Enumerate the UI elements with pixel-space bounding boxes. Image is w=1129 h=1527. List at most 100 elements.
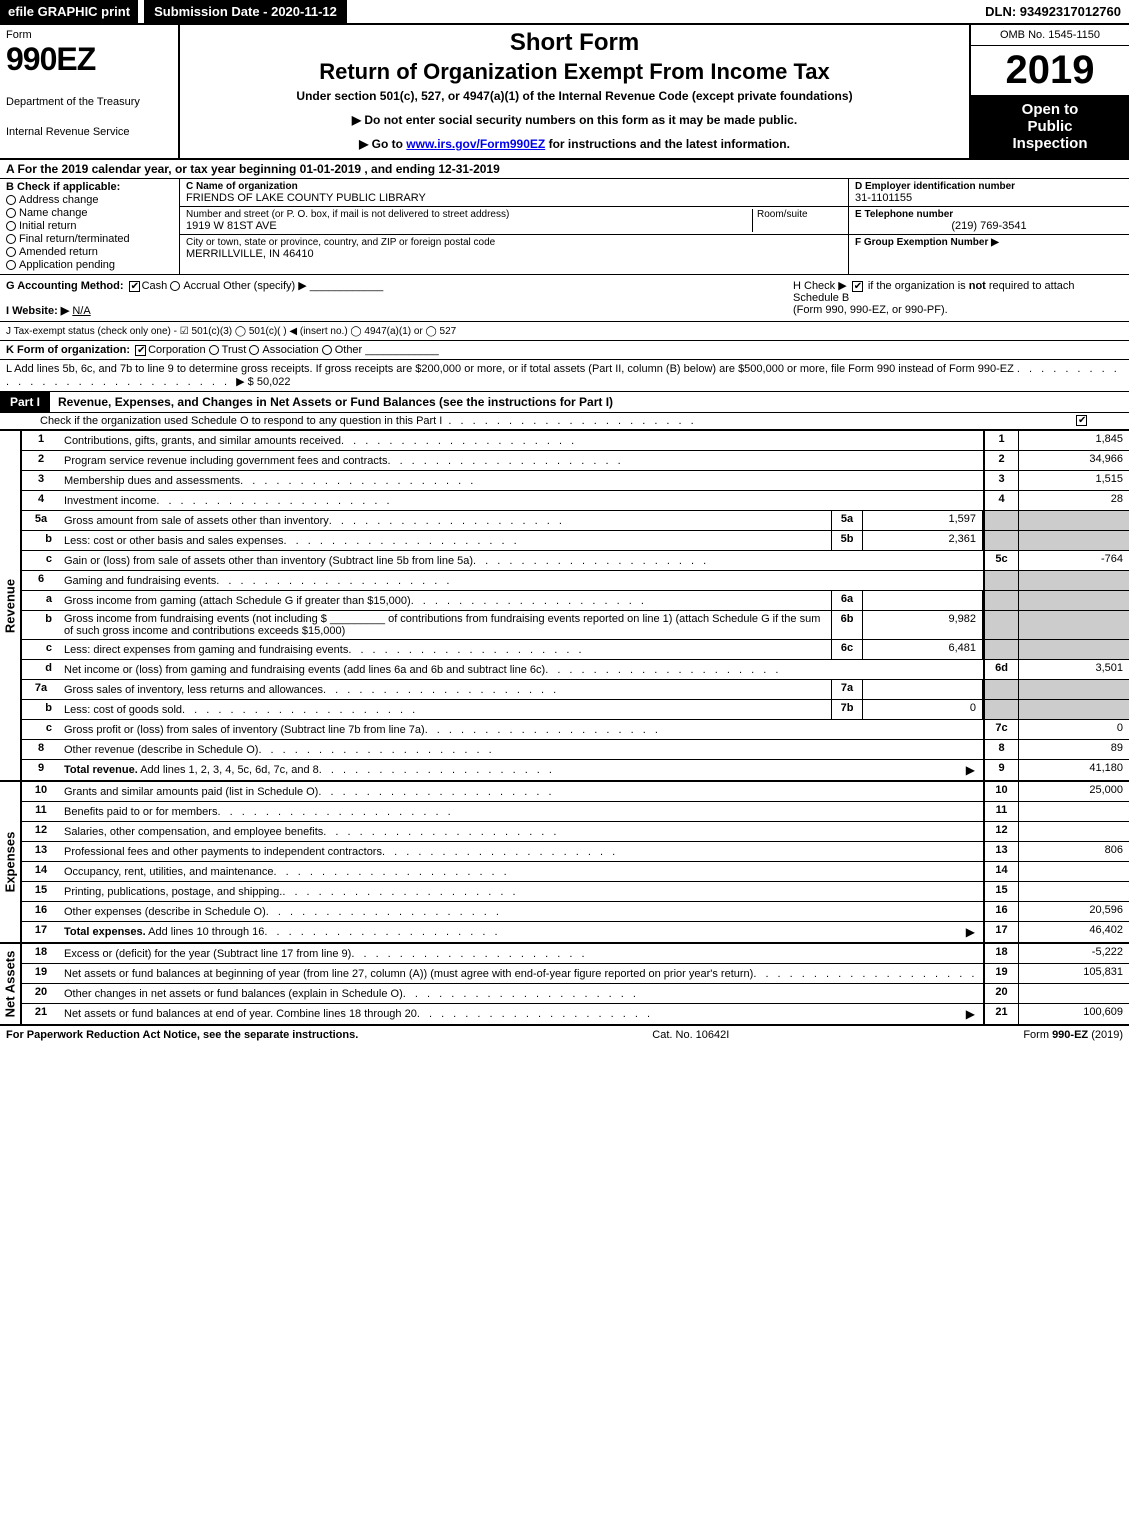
line-desc: Other revenue (describe in Schedule O) .… [60, 740, 983, 759]
submission-date: Submission Date - 2020-11-12 [144, 0, 347, 23]
g-h-row: G Accounting Method: Cash Accrual Other … [0, 275, 1129, 322]
right-line-value: 20,596 [1019, 902, 1129, 921]
open-line1: Open to [975, 101, 1125, 118]
line-number: d [22, 660, 60, 679]
right-line-number [983, 531, 1019, 550]
line-desc: Gross sales of inventory, less returns a… [60, 680, 831, 699]
netassets-section: Net Assets 18Excess or (deficit) for the… [0, 944, 1129, 1026]
box-c: C Name of organization FRIENDS OF LAKE C… [180, 179, 849, 274]
line-number: 12 [22, 822, 60, 841]
mid-line-value: 1,597 [863, 511, 983, 530]
footer-center: Cat. No. 10642I [358, 1029, 1023, 1041]
right-line-number: 1 [983, 431, 1019, 450]
period-row: A For the 2019 calendar year, or tax yea… [0, 160, 1129, 179]
line-row: 12Salaries, other compensation, and empl… [22, 822, 1129, 842]
revenue-section: Revenue 1Contributions, gifts, grants, a… [0, 431, 1129, 782]
instr-goto-prefix: ▶ Go to [359, 137, 406, 151]
chk-app-pending[interactable]: Application pending [6, 259, 173, 271]
line-desc: Less: direct expenses from gaming and fu… [60, 640, 831, 659]
form-number: 990EZ [6, 41, 172, 78]
right-line-value: 41,180 [1019, 760, 1129, 780]
right-line-value [1019, 984, 1129, 1003]
line-desc: Contributions, gifts, grants, and simila… [60, 431, 983, 450]
irs-link[interactable]: www.irs.gov/Form990EZ [406, 137, 545, 151]
chk-h[interactable] [852, 281, 863, 292]
line-number: 7a [22, 680, 60, 699]
k-row: K Form of organization: Corporation Trus… [0, 341, 1129, 360]
right-line-value [1019, 700, 1129, 719]
line-number: b [22, 531, 60, 550]
right-line-number: 20 [983, 984, 1019, 1003]
line-row: 16Other expenses (describe in Schedule O… [22, 902, 1129, 922]
org-city-label: City or town, state or province, country… [186, 237, 842, 248]
mid-line-number: 5a [831, 511, 863, 530]
line-number: 13 [22, 842, 60, 861]
line-number: 17 [22, 922, 60, 942]
chk-cash[interactable] [129, 281, 140, 292]
chk-name-change[interactable]: Name change [6, 207, 173, 219]
mid-line-value: 0 [863, 700, 983, 719]
chk-trust[interactable] [209, 345, 219, 355]
right-line-value [1019, 640, 1129, 659]
right-line-value: 3,501 [1019, 660, 1129, 679]
line-row: 6Gaming and fundraising events . . . . .… [22, 571, 1129, 591]
line-number: 6 [22, 571, 60, 590]
line-number: 5a [22, 511, 60, 530]
chk-accrual[interactable] [170, 281, 180, 291]
part1-sub: Check if the organization used Schedule … [0, 413, 1129, 431]
chk-final-return[interactable]: Final return/terminated [6, 233, 173, 245]
right-line-number [983, 571, 1019, 590]
room-label: Room/suite [757, 209, 842, 220]
box-b-title: B Check if applicable: [6, 181, 173, 193]
right-line-value [1019, 591, 1129, 610]
org-addr-value: 1919 W 81ST AVE [186, 220, 752, 232]
line-number: a [22, 591, 60, 610]
top-bar: efile GRAPHIC print Submission Date - 20… [0, 0, 1129, 25]
line-desc: Program service revenue including govern… [60, 451, 983, 470]
line-number: b [22, 700, 60, 719]
chk-assoc[interactable] [249, 345, 259, 355]
chk-initial-return[interactable]: Initial return [6, 220, 173, 232]
open-to-public: Open to Public Inspection [971, 95, 1129, 158]
right-line-number: 18 [983, 944, 1019, 963]
line-row: 19Net assets or fund balances at beginni… [22, 964, 1129, 984]
chk-part1-scho[interactable] [1076, 415, 1087, 426]
line-desc: Investment income . . . . . . . . . . . … [60, 491, 983, 510]
chk-other[interactable] [322, 345, 332, 355]
footer: For Paperwork Reduction Act Notice, see … [0, 1026, 1129, 1044]
box-b: B Check if applicable: Address change Na… [0, 179, 180, 274]
phone-label: E Telephone number [855, 209, 1123, 220]
line-row: cLess: direct expenses from gaming and f… [22, 640, 1129, 660]
line-row: bLess: cost of goods sold . . . . . . . … [22, 700, 1129, 720]
group-exempt-block: F Group Exemption Number ▶ [849, 235, 1129, 250]
right-line-number: 6d [983, 660, 1019, 679]
chk-address-change[interactable]: Address change [6, 194, 173, 206]
line-number: 1 [22, 431, 60, 450]
line-number: 14 [22, 862, 60, 881]
org-addr-label: Number and street (or P. O. box, if mail… [186, 209, 752, 220]
line-number: 4 [22, 491, 60, 510]
line-number: c [22, 720, 60, 739]
right-line-value: 25,000 [1019, 782, 1129, 801]
form-header: Form 990EZ Department of the Treasury In… [0, 25, 1129, 160]
line-number: 20 [22, 984, 60, 1003]
line-row: bGross income from fundraising events (n… [22, 611, 1129, 640]
line-number: 9 [22, 760, 60, 780]
right-line-number: 15 [983, 882, 1019, 901]
l-amount: ▶ $ 50,022 [236, 376, 290, 388]
mid-line-number: 6a [831, 591, 863, 610]
right-line-number [983, 511, 1019, 530]
line-row: 5aGross amount from sale of assets other… [22, 511, 1129, 531]
line-desc: Gross profit or (loss) from sales of inv… [60, 720, 983, 739]
right-line-value [1019, 822, 1129, 841]
revenue-side-label: Revenue [0, 431, 22, 780]
mid-line-number: 6c [831, 640, 863, 659]
j-row: J Tax-exempt status (check only one) - ☑… [0, 322, 1129, 341]
chk-corp[interactable] [135, 345, 146, 356]
line-row: 3Membership dues and assessments . . . .… [22, 471, 1129, 491]
line-desc: Excess or (deficit) for the year (Subtra… [60, 944, 983, 963]
phone-value: (219) 769-3541 [855, 220, 1123, 232]
line-row: dNet income or (loss) from gaming and fu… [22, 660, 1129, 680]
mid-line-value [863, 591, 983, 610]
chk-amended[interactable]: Amended return [6, 246, 173, 258]
